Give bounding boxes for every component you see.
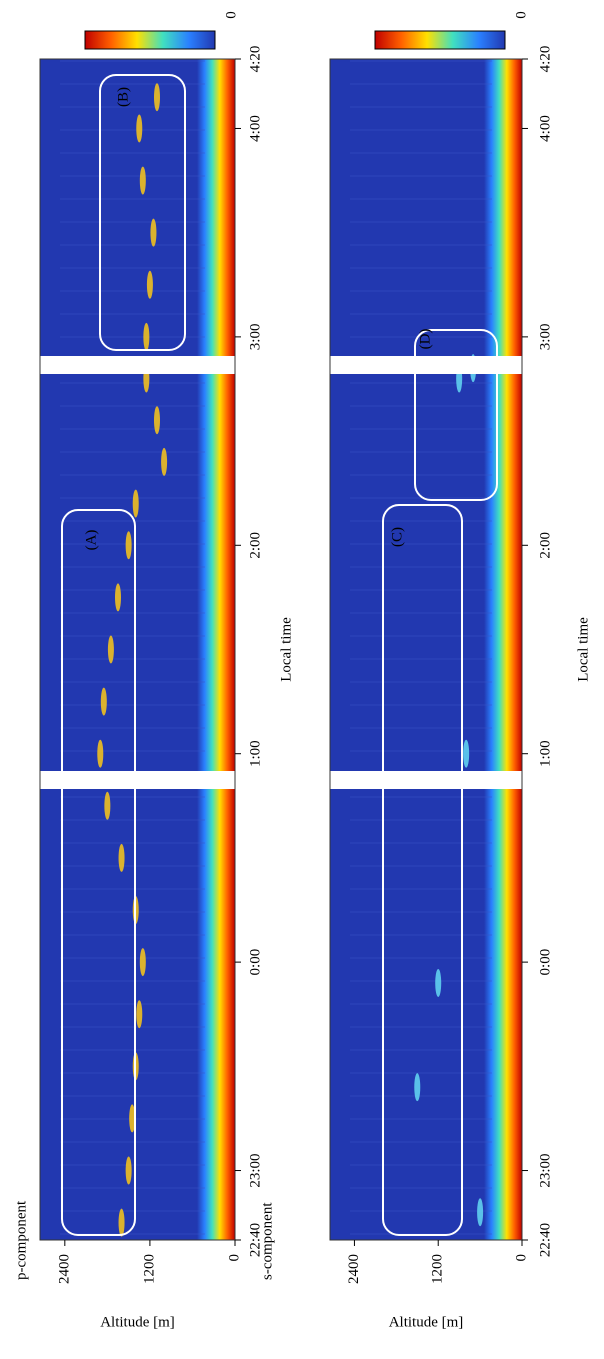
ground-signal [484,59,522,1240]
x-tick-label: 4:00 [247,115,263,142]
y-tick-label: 1200 [141,1254,157,1284]
cloud-signal [118,843,125,872]
x-tick-label: 23:00 [247,1153,263,1187]
cloud-signal [435,968,442,997]
x-tick-label: 4:20 [247,46,263,73]
y-tick-label: 2400 [346,1254,362,1284]
x-tick-label: 2:00 [537,532,553,559]
data-gap [38,356,237,374]
data-gap [328,771,524,789]
x-axis-label: Local time [278,617,294,682]
x-tick-label: 22:40 [247,1223,263,1257]
x-tick-label: 1:00 [537,740,553,767]
cloud-signal [115,583,121,612]
cloud-signal [97,739,104,768]
x-tick-label: 1:00 [247,740,263,767]
x-tick-label: 0:00 [247,949,263,976]
annotation-box [99,74,186,351]
cloud-signal [136,114,143,143]
cloud-signal [125,531,132,560]
annotation-box [61,509,136,1236]
plot-frame [39,58,236,1241]
x-tick-label: 4:20 [537,46,553,73]
ground-signal [197,59,235,1240]
y-tick-label: 2400 [56,1254,72,1284]
cloud-signal [146,270,153,299]
cloud-signal [100,687,107,716]
cloud-signal [104,791,111,820]
x-tick-label: 0:00 [537,949,553,976]
cloud-signal [143,322,150,351]
cloud-signal [139,948,146,977]
cloud-signal [132,489,139,518]
data-gap [328,356,524,374]
annotation-label: (B) [115,87,131,107]
x-tick-label: 22:40 [537,1223,553,1257]
y-tick-label: 0 [513,1254,529,1262]
plot-background [40,59,235,1240]
x-axis-label: Local time [575,617,591,682]
cloud-signal [125,1156,132,1185]
cloud-signal [161,447,168,476]
cloud-signal [136,1000,143,1029]
x-tick-label: 23:00 [537,1153,553,1187]
cloud-signal [477,1198,484,1227]
colorbar-label: 0 [223,11,239,19]
cloud-signal [107,635,114,664]
annotation-box [414,329,498,501]
y-tick-label: 1200 [430,1254,446,1284]
panel-title: s-component [259,1202,275,1280]
colorbar [374,30,506,50]
x-tick-label: 4:00 [537,115,553,142]
x-tick-label: 3:00 [247,324,263,351]
cloud-signal [463,739,470,768]
cloud-signal [154,83,160,112]
annotation-label: (C) [389,527,405,547]
y-axis-label: Altitude [m] [389,1314,464,1330]
annotation-label: (D) [417,329,433,350]
x-tick-label: 2:00 [247,532,263,559]
plot-background [330,59,522,1240]
colorbar [84,30,216,50]
cloud-signal [129,1104,136,1133]
cloud-signal [139,166,146,195]
colorbar-label: 0 [513,11,529,19]
annotation-label: (A) [83,530,99,551]
y-axis-label: Altitude [m] [100,1314,175,1330]
data-gap [38,771,237,789]
y-tick-label: 0 [226,1254,242,1262]
x-tick-label: 3:00 [537,324,553,351]
panel-title: p-component [13,1200,29,1280]
cloud-signal [414,1073,421,1102]
plot-frame [329,58,523,1241]
annotation-box [382,504,463,1236]
cloud-signal [150,218,157,247]
cloud-signal [118,1208,125,1237]
rotated-figure: 22:40 23:00 0:00 1:00 2:00 3:00 4:00 4:20 0 1200 2… [13,11,591,1330]
cloud-signal [154,406,160,435]
